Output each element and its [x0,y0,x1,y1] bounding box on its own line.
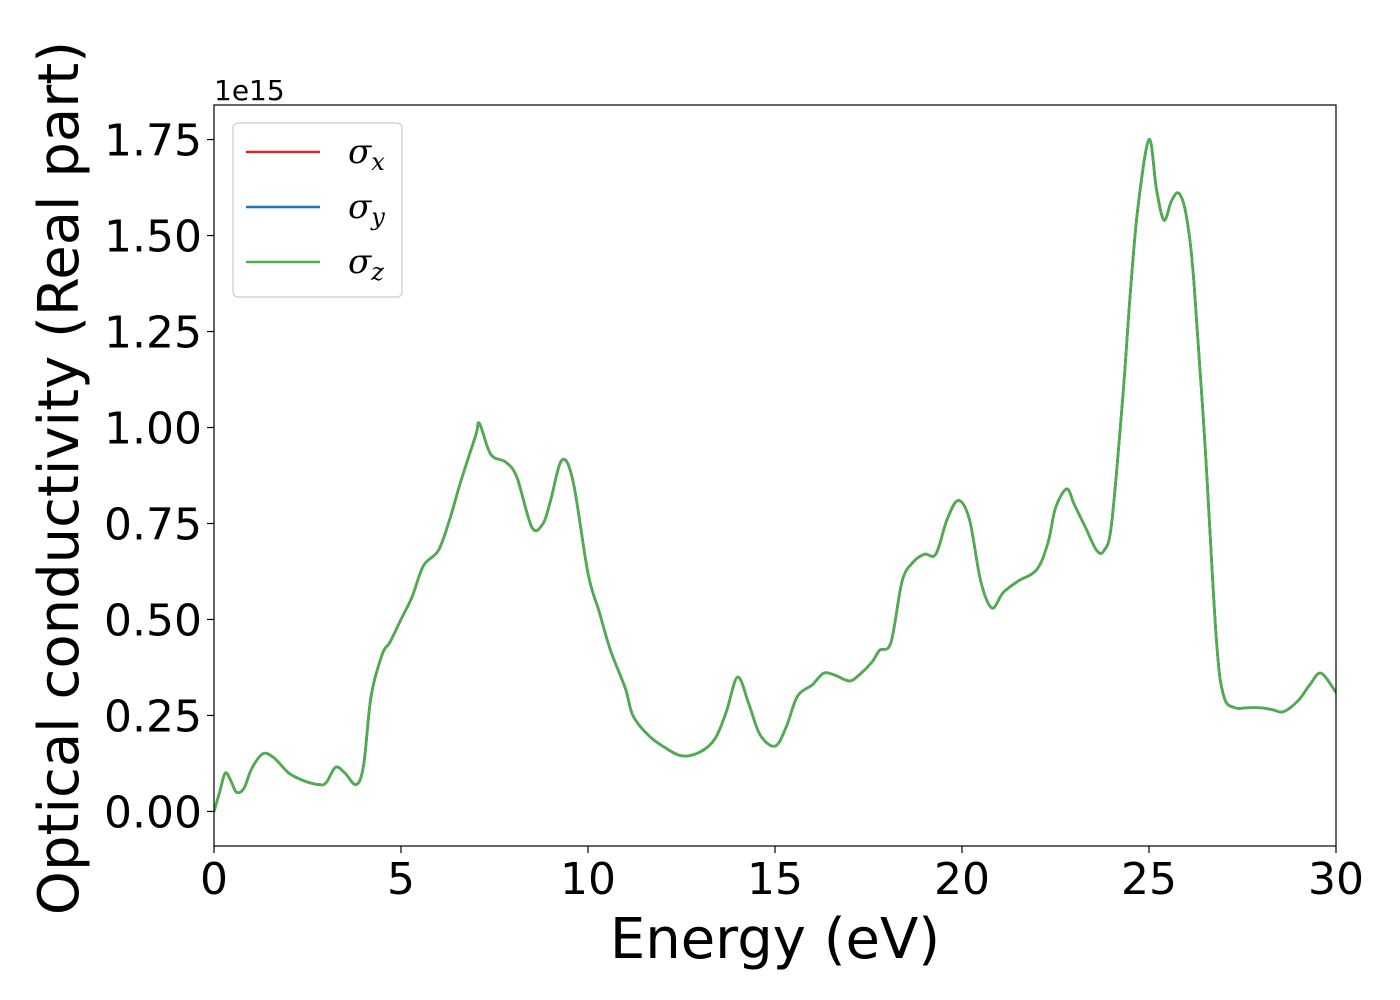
y-axis-ticks: 0.00 0.25 0.50 0.75 1.00 1.25 1.50 1.75 [104,116,214,838]
x-axis-title: Energy (eV) [610,907,940,972]
legend-label-sigma-z: σz [348,242,384,286]
legend-box [232,122,403,298]
axes-frame [213,104,1337,847]
x-tick-label: 5 [387,854,415,905]
x-axis-ticks: 0 5 10 15 20 25 30 [200,846,1364,905]
y-tick-label: 0.75 [104,499,202,550]
x-tick-label: 25 [1121,854,1177,905]
y-tick-label: 1.00 [104,404,202,455]
y-tick-label: 1.50 [104,212,202,263]
y-tick-label: 1.75 [104,116,202,167]
y-tick-label: 0.25 [104,691,202,742]
y-tick-label: 1.25 [104,308,202,359]
legend: σx σy σz [232,122,403,298]
y-tick-label: 0.50 [104,595,202,646]
y-tick-label: 0.00 [104,787,202,838]
y-offset-text: 1e15 [214,74,285,107]
series-lines [214,138,1336,813]
legend-label-sigma-y: σy [348,187,385,231]
series-line-sigma-z [214,138,1336,813]
y-axis-title: Optical conductivity (Real part) [27,41,92,915]
x-tick-label: 15 [747,854,803,905]
x-tick-label: 10 [560,854,616,905]
x-tick-label: 30 [1308,854,1364,905]
x-tick-label: 0 [200,854,228,905]
x-tick-label: 20 [934,854,990,905]
legend-label-sigma-x: σx [348,132,385,176]
